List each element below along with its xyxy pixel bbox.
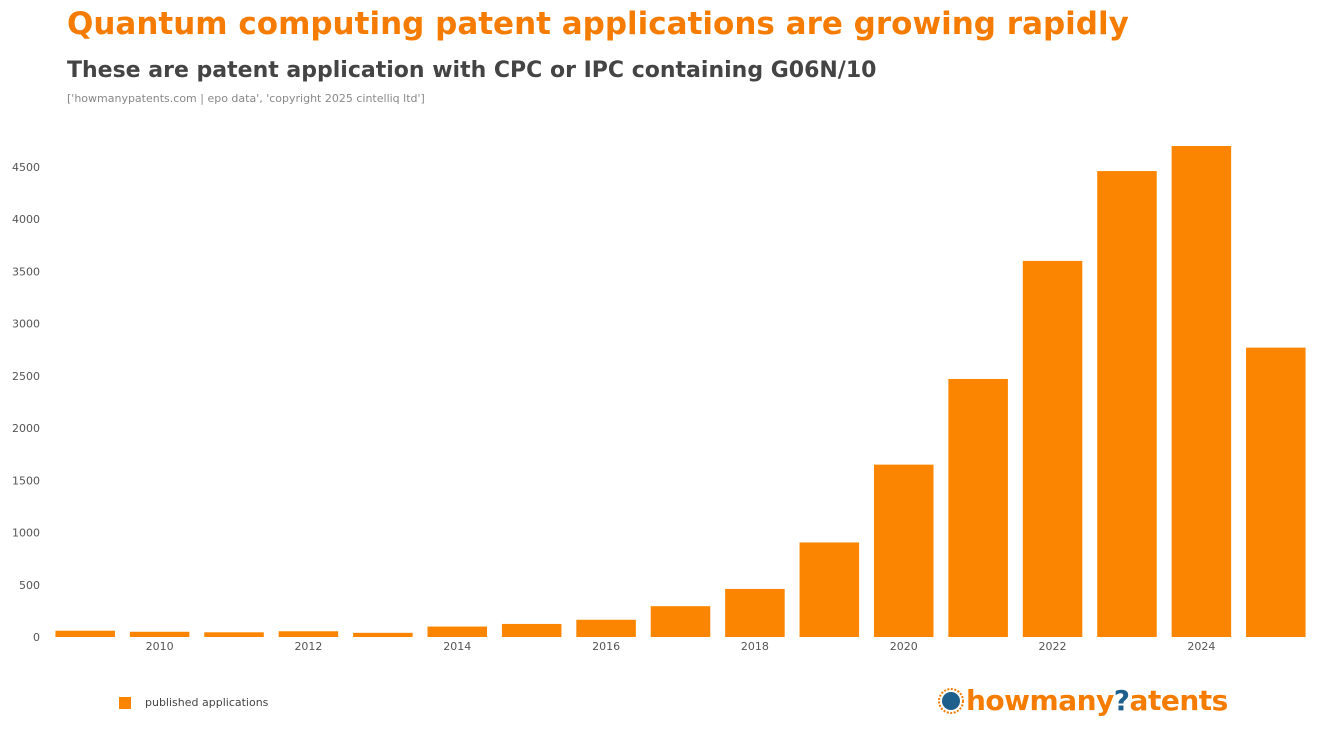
y-tick-label: 500	[19, 579, 40, 592]
bar[interactable]	[725, 589, 785, 637]
x-tick-label: 2018	[741, 640, 769, 653]
bar[interactable]	[1097, 171, 1157, 637]
brand-text-q: ?	[1114, 684, 1130, 717]
x-tick-label: 2024	[1187, 640, 1215, 653]
x-tick-label: 2014	[443, 640, 471, 653]
brand-text-post: atents	[1130, 684, 1228, 717]
legend-label: published applications	[145, 696, 268, 709]
y-tick-label: 1500	[12, 474, 40, 487]
brand-text-pre: howmany	[966, 684, 1114, 717]
y-tick-label: 2500	[12, 370, 40, 383]
y-tick-label: 3500	[12, 265, 40, 278]
y-tick-label: 4000	[12, 213, 40, 226]
bar[interactable]	[204, 632, 264, 637]
bar[interactable]	[55, 631, 115, 637]
x-tick-label: 2020	[890, 640, 918, 653]
y-tick-label: 4500	[12, 161, 40, 174]
x-tick-label: 2010	[146, 640, 174, 653]
bar[interactable]	[874, 465, 934, 637]
brand-text: howmany?atents	[966, 684, 1228, 717]
legend-swatch	[119, 697, 131, 709]
x-tick-label: 2022	[1039, 640, 1067, 653]
y-tick-label: 1000	[12, 527, 40, 540]
legend[interactable]: published applications	[119, 696, 268, 709]
bar[interactable]	[800, 542, 860, 637]
y-tick-label: 0	[33, 631, 40, 644]
globe-logo-icon	[938, 688, 964, 714]
bar[interactable]	[130, 632, 190, 637]
bar[interactable]	[1023, 261, 1083, 637]
bar[interactable]	[576, 620, 636, 637]
bar[interactable]	[1246, 348, 1306, 637]
bar[interactable]	[428, 627, 488, 637]
bar[interactable]	[1172, 146, 1232, 637]
y-tick-label: 3000	[12, 318, 40, 331]
y-tick-label: 2000	[12, 422, 40, 435]
bar[interactable]	[502, 624, 562, 637]
bar[interactable]	[279, 631, 339, 637]
bar-chart: 0 500 1000 1500 2000 2500 3000 3500 4000 4500 2010…	[0, 0, 1340, 730]
brand-logo: howmany?atents	[938, 684, 1228, 717]
bar[interactable]	[651, 606, 711, 637]
bar[interactable]	[353, 633, 413, 637]
bar[interactable]	[948, 379, 1008, 637]
x-tick-label: 2012	[294, 640, 322, 653]
x-tick-label: 2016	[592, 640, 620, 653]
